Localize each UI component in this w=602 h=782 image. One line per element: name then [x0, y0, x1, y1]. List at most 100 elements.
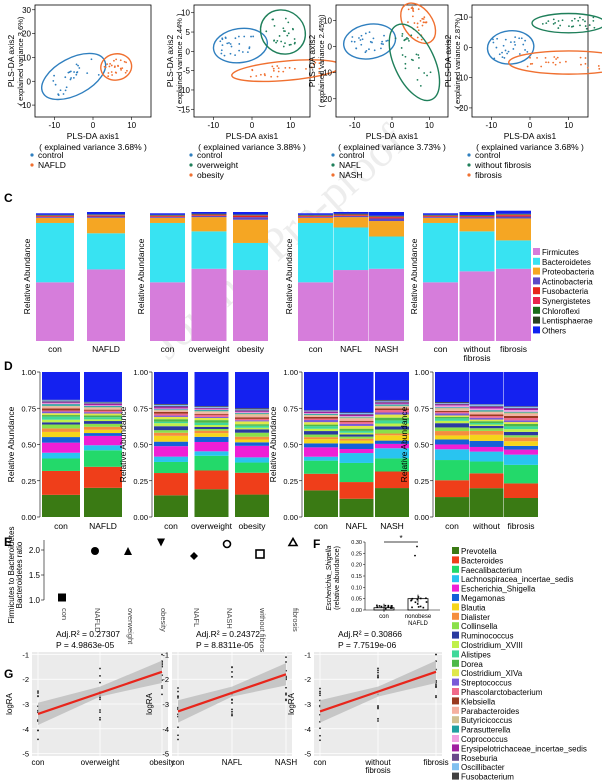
stacked-bar-segment [42, 410, 80, 412]
stacked-bar-segment [339, 417, 374, 419]
sample-point [421, 17, 424, 20]
stacked-bar-segment [84, 408, 122, 410]
stacked-bar-segment [435, 413, 469, 416]
stacked-bar-segment [504, 372, 538, 407]
sample-point [52, 80, 55, 82]
stacked-bar-segment [154, 441, 188, 447]
stacked-bar-segment [42, 424, 80, 429]
stacked-bar-segment [504, 441, 538, 446]
stacked-bar-segment [423, 282, 458, 341]
y-axis-title: logRA [5, 692, 14, 714]
stacked-bar-segment [194, 451, 229, 456]
sample-point [416, 26, 419, 29]
stacked-bar-segment [191, 215, 227, 216]
stacked-bar-segment [42, 404, 80, 406]
stacked-bar-segment [84, 487, 122, 517]
y-tick-label: 0.25 [351, 551, 362, 557]
stacked-bar-segment [84, 415, 122, 418]
stacked-bar-segment [87, 216, 125, 218]
stacked-bar-segment [469, 488, 504, 517]
y-axis-title: Relative Abundance [136, 238, 146, 314]
sample-point [582, 18, 584, 21]
stacked-bar-segment [42, 416, 80, 420]
legend-label: Klebsiella [461, 697, 496, 706]
y-tick-label: -20 [456, 104, 468, 113]
legend-label: Others [542, 326, 566, 335]
sample-point [552, 23, 555, 25]
legend-swatch [533, 297, 540, 304]
sample-point [416, 598, 419, 601]
x-axis-subtitle: ( explained variance 3.68% ) [476, 142, 584, 152]
stacked-bar-segment [42, 372, 80, 400]
stacked-bar-segment [304, 439, 338, 444]
sample-point [229, 52, 232, 55]
stacked-bar-segment [435, 416, 469, 419]
y-tick-label: 0.05 [351, 597, 362, 603]
y-tick-label: 0.50 [133, 441, 148, 450]
legend-swatch [533, 277, 540, 285]
stacked-bar-segment [423, 213, 458, 215]
stacked-bar-segment [194, 407, 229, 409]
stacked-bar-segment [504, 412, 538, 415]
sample-point [410, 58, 413, 61]
p-value-label: P = 7.7519e-06 [338, 640, 396, 650]
stacked-bar-segment [235, 411, 269, 413]
y-tick-label: 0 [464, 43, 469, 52]
sample-point [117, 65, 120, 68]
sample-point [250, 35, 252, 38]
sample-point [275, 41, 278, 44]
stacked-bar-segment [435, 427, 469, 432]
legend-marker [331, 163, 335, 167]
sample-point [573, 17, 576, 20]
sample-point [53, 74, 55, 77]
legend-label: Faecalibacterium [461, 566, 522, 575]
y-tick-label: -2 [22, 675, 29, 684]
sample-point [278, 35, 281, 37]
stacked-bar-segment [191, 214, 227, 215]
stacked-bar-segment [194, 433, 229, 437]
stacked-bar-segment [304, 411, 338, 414]
stacked-bar-segment [191, 214, 227, 216]
sample-point [422, 606, 425, 609]
sample-point [70, 77, 73, 79]
sample-point [570, 25, 573, 28]
category-label: NAFL [192, 608, 201, 627]
stacked-bar-segment [42, 428, 80, 432]
stacked-bar-segment [375, 429, 409, 434]
sample-point [99, 681, 101, 684]
sample-point [377, 667, 379, 670]
stacked-bar-segment [469, 473, 504, 489]
stacked-bar-segment [339, 449, 374, 454]
y-tick-label: 0.75 [283, 404, 298, 413]
sample-point [286, 34, 289, 37]
legend-swatch [452, 697, 459, 705]
stacked-bar-segment [375, 405, 409, 407]
legend-label: Parasutterella [461, 726, 511, 735]
sample-point [288, 66, 291, 69]
sample-point [276, 65, 279, 67]
stacked-bar-segment [375, 403, 409, 405]
legend-label: NAFLD [38, 160, 66, 170]
stacked-bar-segment [36, 213, 74, 215]
sample-point [509, 41, 512, 44]
sample-point [99, 696, 101, 699]
sample-point [584, 62, 587, 65]
stacked-bar-segment [504, 483, 538, 499]
stacked-bar-segment [154, 413, 188, 416]
stacked-bar-segment [459, 271, 495, 341]
stacked-bar-segment [233, 270, 268, 341]
sample-point [512, 48, 515, 50]
legend-swatch [452, 594, 459, 601]
stacked-bar-segment [42, 411, 80, 414]
sample-point [107, 72, 110, 74]
sample-point [410, 34, 413, 37]
y-tick-label: 0.25 [414, 477, 429, 486]
sample-point [99, 667, 101, 670]
legend-swatch [452, 575, 459, 583]
stacked-bar-segment [194, 489, 229, 517]
legend-label: Actinobacteria [542, 277, 593, 286]
stacked-bar-segment [435, 410, 469, 412]
sample-point [99, 675, 101, 677]
sample-point [285, 693, 287, 696]
sample-point [364, 32, 367, 35]
